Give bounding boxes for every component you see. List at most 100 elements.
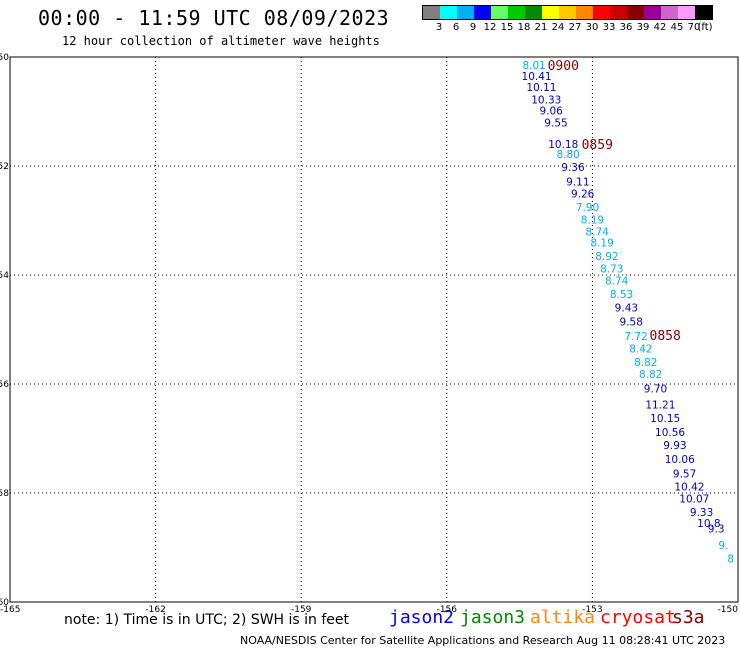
note-text: note: 1) Time is in UTC; 2) SWH is in fe… <box>64 612 350 628</box>
wave-height-value: 8.82 <box>639 369 662 381</box>
wave-height-value: 9.57 <box>673 468 696 480</box>
color-scale-label: 70 <box>687 22 701 33</box>
wave-height-value: 10.33 <box>531 95 561 107</box>
wave-height-value: 8.01 <box>522 60 545 72</box>
color-scale-label: (ft) <box>697 22 713 33</box>
wave-height-value: 11.21 <box>645 400 675 412</box>
lon-tick-label: -150 <box>718 605 739 615</box>
wave-height-value: 8.19 <box>581 214 604 226</box>
wave-height-value: 8.53 <box>610 289 633 301</box>
color-scale-swatches <box>422 5 713 20</box>
color-swatch <box>457 6 474 19</box>
wave-height-value: 10.56 <box>655 427 685 439</box>
legend-altika: altika <box>530 607 596 628</box>
lat-tick-label: -50 <box>0 53 9 63</box>
color-swatch <box>576 6 593 19</box>
wave-height-value: 8.42 <box>629 344 652 356</box>
wave-height-value: 10.07 <box>679 493 709 505</box>
color-scale-label: 6 <box>452 22 460 33</box>
wave-height-value: 9.43 <box>615 303 638 315</box>
wave-height-value: 9.3 <box>708 523 725 535</box>
color-swatch <box>627 6 644 19</box>
color-swatch <box>542 6 559 19</box>
wave-height-value: 7.72 <box>624 331 647 343</box>
color-scale-label: 36 <box>619 22 633 33</box>
color-swatch <box>661 6 678 19</box>
wave-height-value: 8.82 <box>634 357 657 369</box>
legend-jason2: jason2 <box>389 607 455 628</box>
wave-height-value: 10.11 <box>526 82 556 94</box>
wave-height-value: 10.8 <box>697 518 720 530</box>
color-swatch <box>678 6 695 19</box>
wave-height-value: 9.93 <box>663 440 686 452</box>
wave-height-value: 9.11 <box>566 176 589 188</box>
wave-height-value: 9.55 <box>544 117 567 129</box>
color-scale-label: 30 <box>585 22 599 33</box>
time-labels: 0900 0859 0858 <box>548 59 681 344</box>
wave-height-value: 8 <box>727 553 734 565</box>
wave-height-value: 9.70 <box>644 383 667 395</box>
wave-height-value: 10.06 <box>665 454 695 466</box>
legend-jason3: jason3 <box>460 607 526 628</box>
color-swatch <box>644 6 661 19</box>
color-swatch <box>593 6 610 19</box>
color-scale-label: 45 <box>670 22 684 33</box>
color-scale-label: 12 <box>483 22 497 33</box>
wave-height-value: 9.58 <box>620 316 643 328</box>
lon-tick-label: -162 <box>145 605 165 615</box>
lat-tick-label: -60 <box>0 598 9 608</box>
color-scale-labels: 3 6 9 12 15 18 21 24 27 30 33 36 39 42 45 70 (ft) <box>422 20 713 34</box>
wave-height-value: 8.92 <box>595 251 618 263</box>
wave-height-value: 9. <box>718 540 728 552</box>
legend-s3a: s3a <box>672 607 705 628</box>
lat-tick-label: -54 <box>0 271 9 281</box>
color-swatch <box>423 6 440 19</box>
grid-lines <box>10 57 738 602</box>
wave-height-value: 8.74 <box>586 226 610 238</box>
wave-height-value: 9.33 <box>690 507 713 519</box>
wave-height-value: 10.15 <box>650 413 680 425</box>
color-swatch <box>474 6 491 19</box>
pass-time-label: 0900 <box>548 59 579 74</box>
credit-line: NOAA/NESDIS Center for Satellite Applica… <box>240 634 726 647</box>
pass-time-label: 0858 <box>650 329 681 344</box>
lat-tick-labels: -50 -52 -54 -56 -58 -60 <box>0 53 9 608</box>
color-scale-label: 9 <box>469 22 477 33</box>
color-swatch <box>440 6 457 19</box>
wave-height-value: 8.74 <box>605 275 629 287</box>
color-scale-label: 33 <box>602 22 616 33</box>
lat-tick-label: -52 <box>0 162 9 172</box>
wave-height-value: 9.26 <box>571 188 595 200</box>
lon-tick-label: -165 <box>0 605 20 615</box>
wave-height-value: 10.41 <box>522 71 552 83</box>
wave-height-value: 8.80 <box>556 149 579 161</box>
color-scale-label: 42 <box>653 22 667 33</box>
lat-tick-label: -56 <box>0 380 9 390</box>
color-swatch <box>491 6 508 19</box>
page-subtitle: 12 hour collection of altimeter wave hei… <box>62 34 380 48</box>
color-swatch <box>525 6 542 19</box>
color-swatch <box>695 6 712 19</box>
color-swatch <box>508 6 525 19</box>
wave-height-value: 8.73 <box>600 263 623 275</box>
wave-height-value: 8.19 <box>590 237 613 249</box>
wave-height-value: 10.42 <box>674 481 704 493</box>
color-scale-label: 21 <box>534 22 548 33</box>
color-swatch <box>559 6 576 19</box>
lon-tick-label: -156 <box>437 605 458 615</box>
wave-height-value: 9.06 <box>539 105 563 117</box>
wave-height-value: 7.90 <box>576 202 599 214</box>
color-scale-label: 39 <box>636 22 650 33</box>
color-scale-label: 15 <box>500 22 514 33</box>
legend-cryosat: cryosat <box>600 607 676 628</box>
pass-time-label: 0859 <box>582 138 613 153</box>
lon-tick-label: -159 <box>291 605 312 615</box>
lon-tick-label: -153 <box>582 605 602 615</box>
color-swatch <box>610 6 627 19</box>
wave-height-value: 10.18 <box>548 139 578 151</box>
color-scale-label: 18 <box>517 22 531 33</box>
color-scale-label: 3 <box>435 22 443 33</box>
color-scale-legend: 3 6 9 12 15 18 21 24 27 30 33 36 39 42 45 70 (ft) <box>422 5 713 34</box>
